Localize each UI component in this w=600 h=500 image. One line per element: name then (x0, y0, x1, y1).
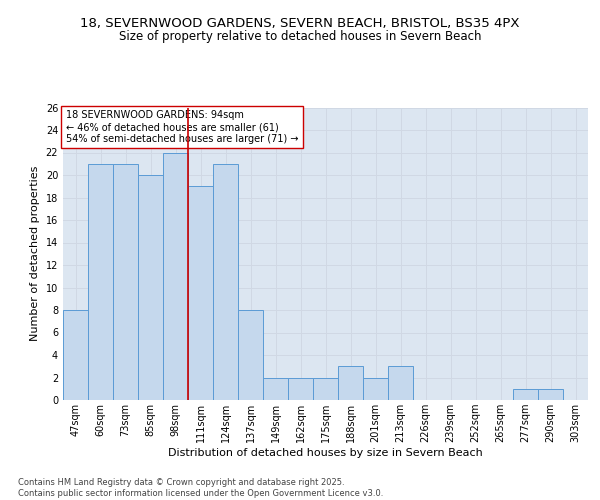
Bar (213, 164, 238, 400)
Text: Size of property relative to detached houses in Severn Beach: Size of property relative to detached ho… (119, 30, 481, 43)
Bar (288, 378, 313, 400)
Bar (163, 152, 188, 400)
Text: 18 SEVERNWOOD GARDENS: 94sqm
← 46% of detached houses are smaller (61)
54% of se: 18 SEVERNWOOD GARDENS: 94sqm ← 46% of de… (65, 110, 298, 144)
Bar (88, 164, 113, 400)
Bar (138, 175, 163, 400)
Bar (238, 310, 263, 400)
Text: Contains HM Land Registry data © Crown copyright and database right 2025.
Contai: Contains HM Land Registry data © Crown c… (18, 478, 383, 498)
Bar (538, 389, 563, 400)
Bar (363, 378, 388, 400)
Bar (388, 366, 413, 400)
Bar (313, 378, 338, 400)
X-axis label: Distribution of detached houses by size in Severn Beach: Distribution of detached houses by size … (168, 448, 483, 458)
Text: 18, SEVERNWOOD GARDENS, SEVERN BEACH, BRISTOL, BS35 4PX: 18, SEVERNWOOD GARDENS, SEVERN BEACH, BR… (80, 18, 520, 30)
Bar (63, 310, 88, 400)
Bar (513, 389, 538, 400)
Bar (338, 366, 363, 400)
Y-axis label: Number of detached properties: Number of detached properties (30, 166, 40, 342)
Bar (113, 164, 138, 400)
Bar (188, 186, 213, 400)
Bar (263, 378, 288, 400)
